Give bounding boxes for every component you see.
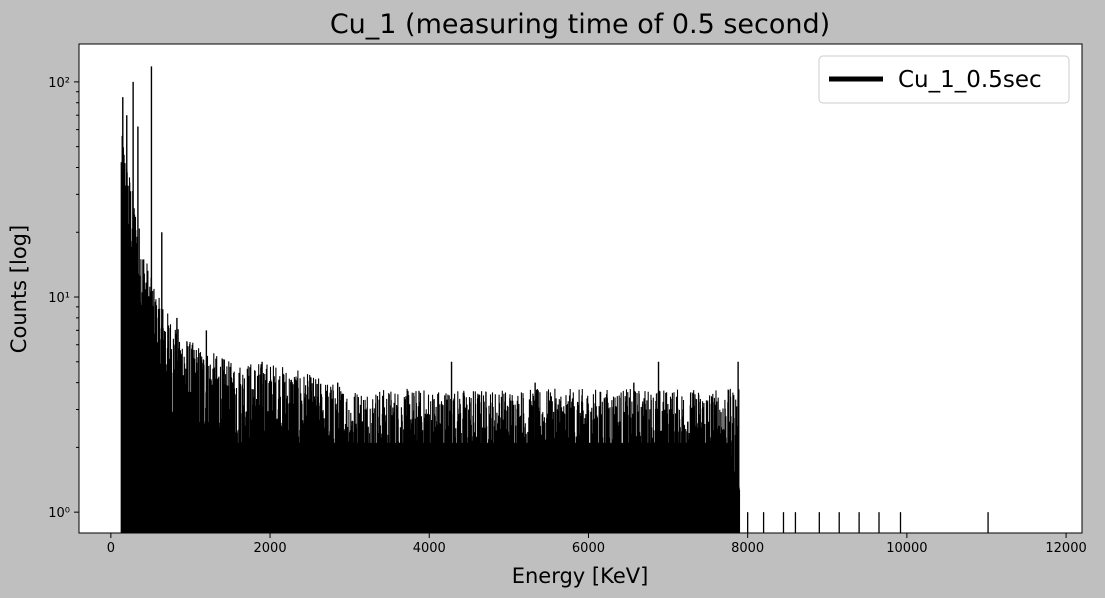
- y-tick-label: 10²: [48, 76, 70, 91]
- plot-frame: [78, 43, 1083, 534]
- legend-box: [818, 55, 1070, 104]
- chart-title: Cu_1 (measuring time of 0.5 second): [330, 9, 830, 40]
- x-tick-label: 4000: [413, 541, 446, 556]
- y-axis: 10⁰ 10¹ 10²: [48, 76, 79, 521]
- x-tick-label: 8000: [731, 541, 764, 556]
- x-tick-label: 2000: [254, 541, 287, 556]
- x-tick-label: 10000: [886, 541, 927, 556]
- x-tick-label: 12000: [1045, 541, 1086, 556]
- x-tick-label: 0: [107, 541, 115, 556]
- y-tick-label: 10¹: [48, 291, 70, 306]
- spectrum-bulk: [158, 442, 732, 533]
- y-axis-label: Counts [log]: [7, 225, 31, 353]
- legend-label: Cu_1_0.5sec: [898, 67, 1042, 93]
- x-axis: 0 2000 4000 6000 8000 10000 12000: [107, 533, 1087, 556]
- legend: Cu_1_0.5sec: [818, 55, 1070, 104]
- spectrum-spikes: [120, 66, 989, 533]
- y-tick-label: 10⁰: [48, 506, 70, 521]
- x-tick-label: 6000: [572, 541, 605, 556]
- x-axis-label: Energy [KeV]: [512, 564, 649, 588]
